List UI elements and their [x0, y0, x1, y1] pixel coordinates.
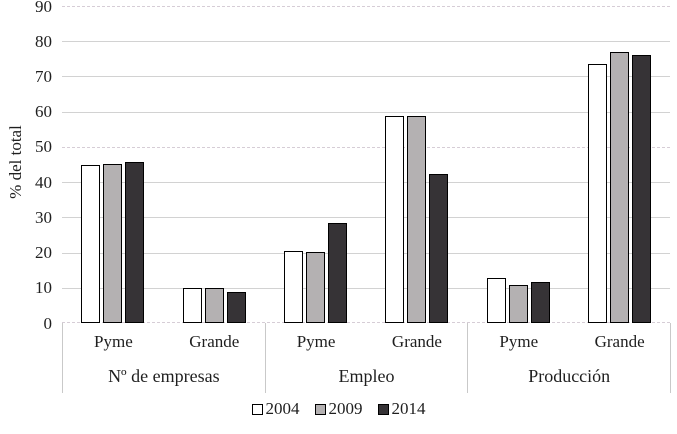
legend-swatch-2004: [251, 403, 263, 415]
subcategory-row: Pyme Grande: [468, 323, 670, 360]
y-tick-label-0: 0: [43, 313, 53, 333]
bar-2009: [609, 52, 629, 323]
bar-group-1: [62, 6, 265, 323]
legend-label-2004: 2004: [265, 399, 300, 418]
bar-2014: [631, 55, 651, 323]
category-label: Producción: [528, 366, 611, 386]
y-tick-label-30: 30: [35, 207, 52, 227]
x-axis-label-table: Pyme Grande Nº de empresas Pyme Grande Empleo…: [62, 323, 671, 393]
category-column-1: Pyme Grande Nº de empresas: [62, 323, 265, 393]
legend-swatch-2009: [314, 403, 326, 415]
bar-2014: [327, 223, 347, 323]
legend-label-2009: 2009: [328, 399, 363, 418]
bar-2009: [508, 284, 528, 323]
category-column-2: Pyme Grande Empleo: [264, 323, 468, 393]
subcategory-label: Pyme: [94, 331, 133, 351]
bar-2009: [305, 252, 325, 323]
bar-cluster-grande: [163, 6, 264, 323]
bar-group-3: [467, 6, 670, 323]
y-tick-label-40: 40: [35, 172, 52, 192]
y-axis-tick-labels: 0 10 20 30 40 50 60 70 80 90: [0, 0, 52, 333]
legend-item-2009: 2009: [314, 399, 363, 419]
legend-item-2014: 2014: [377, 399, 426, 419]
bars-layer: [62, 6, 670, 323]
bar-2009: [103, 164, 123, 323]
gridline-40: [62, 182, 670, 184]
gridline-0: [62, 322, 670, 323]
bar-2004: [385, 115, 405, 323]
bar-2014: [226, 292, 246, 323]
y-tick-label-10: 10: [35, 278, 52, 298]
y-tick-label-20: 20: [35, 243, 52, 263]
subcategory-label: Pyme: [499, 331, 539, 351]
gridline-80: [62, 41, 670, 43]
bar-cluster-grande: [366, 6, 467, 323]
legend-label-2014: 2014: [391, 399, 426, 418]
bar-cluster-grande: [569, 6, 670, 323]
gridline-90: [62, 6, 670, 7]
bar-2014: [530, 282, 550, 323]
gridline-30: [62, 217, 670, 219]
bar-2014: [429, 173, 449, 323]
bar-2004: [486, 277, 506, 323]
y-tick-label-70: 70: [35, 66, 52, 86]
bar-2009: [204, 287, 224, 323]
gridline-10: [62, 287, 670, 289]
legend-item-2004: 2004: [251, 399, 300, 419]
y-tick-label-90: 90: [35, 0, 52, 16]
legend: 2004 2009 2014: [0, 399, 677, 419]
bar-2004: [81, 164, 101, 323]
category-label: Empleo: [338, 366, 395, 386]
y-tick-label-50: 50: [35, 137, 52, 157]
y-tick-label-60: 60: [35, 102, 52, 122]
gridline-50: [62, 146, 670, 148]
gridline-20: [62, 252, 670, 254]
subcategory-row: Pyme Grande: [63, 323, 265, 360]
bar-cluster-pyme: [467, 6, 568, 323]
bar-2004: [283, 251, 303, 323]
bar-2009: [407, 116, 427, 323]
bar-cluster-pyme: [265, 6, 366, 323]
subcategory-label: Grande: [391, 331, 442, 351]
gridline-70: [62, 76, 670, 78]
category-label: Nº de empresas: [108, 366, 220, 386]
gridline-60: [62, 111, 670, 113]
subcategory-label: Grande: [189, 331, 240, 351]
subcategory-label: Pyme: [296, 331, 336, 351]
bar-2014: [125, 162, 145, 323]
legend-swatch-2014: [377, 403, 389, 415]
y-tick-label-80: 80: [35, 31, 52, 51]
bar-group-2: [265, 6, 468, 323]
bar-2004: [182, 288, 202, 323]
bar-2004: [587, 63, 607, 323]
subcategory-row: Pyme Grande: [266, 323, 468, 360]
plot-area: [62, 6, 670, 323]
subcategory-label: Grande: [594, 331, 645, 351]
bar-cluster-pyme: [62, 6, 163, 323]
category-column-3: Pyme Grande Producción: [467, 323, 670, 393]
